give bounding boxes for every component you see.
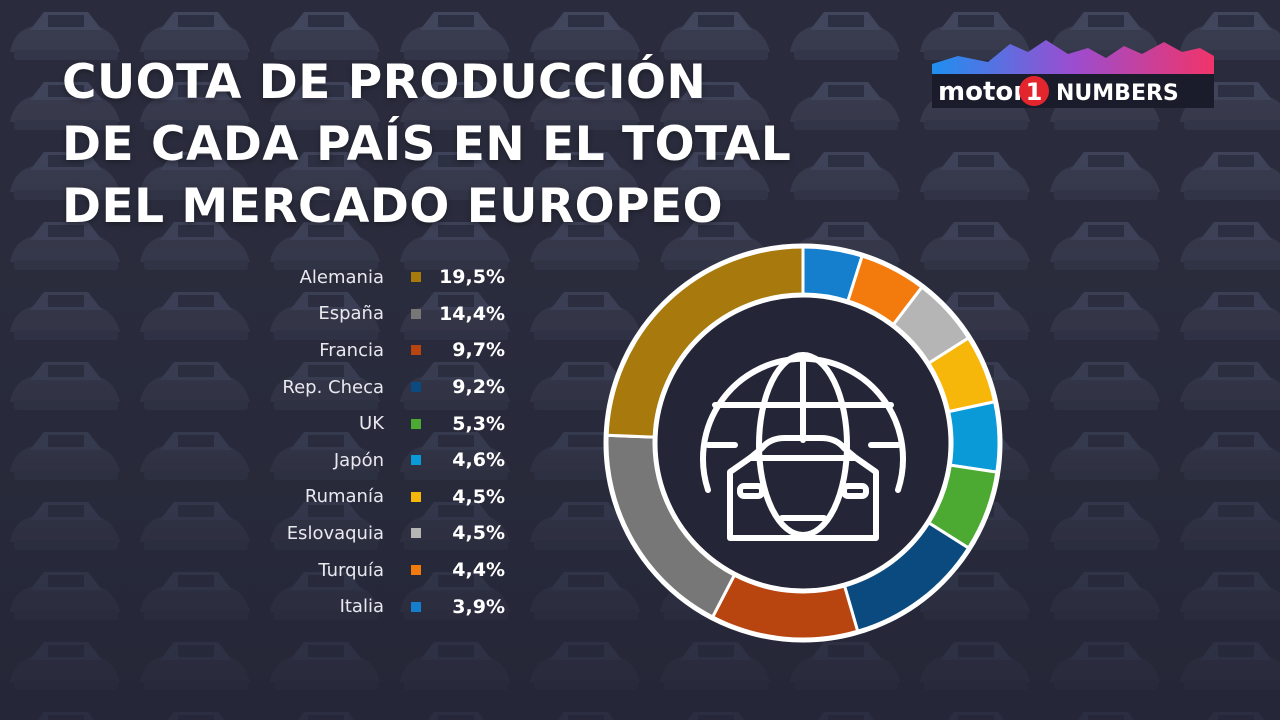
legend-value: 4,5% [452, 485, 505, 508]
donut-outer-ring [603, 243, 1003, 643]
legend-item: Rumanía 4,5% [250, 479, 530, 516]
legend-label: Turquía [318, 559, 384, 581]
legend-value: 14,4% [439, 302, 505, 325]
legend-swatch [411, 565, 421, 576]
legend-item: UK 5,3% [250, 405, 530, 442]
globe-car-icon [700, 352, 906, 541]
legend-value: 5,3% [452, 412, 505, 435]
title-line-2: DE CADA PAÍS EN EL TOTAL [62, 117, 792, 172]
legend-swatch [411, 382, 421, 393]
donut-slices [605, 245, 1001, 641]
logo-suffix: NUMBERS [1056, 81, 1179, 106]
legend-swatch [411, 601, 421, 612]
legend-label: España [318, 303, 384, 325]
page-title: CUOTA DE PRODUCCIÓN DE CADA PAÍS EN EL T… [62, 52, 822, 238]
legend-value: 19,5% [439, 266, 505, 289]
legend-item: Italia 3,9% [250, 588, 530, 625]
legend-label: Japón [333, 449, 384, 471]
legend-item: Japón 4,6% [250, 442, 530, 479]
donut-slice-alemania [605, 245, 805, 439]
legend-value: 4,4% [452, 559, 505, 582]
donut-chart [603, 243, 1003, 643]
legend-swatch [411, 308, 421, 319]
legend-swatch [411, 528, 421, 539]
legend-value: 4,6% [452, 449, 505, 472]
legend-item: España 14,4% [250, 296, 530, 333]
chart-legend: Alemania 19,5% España 14,4% Francia 9,7% Rep. … [250, 259, 530, 625]
legend-label: Alemania [299, 266, 384, 288]
legend-label: UK [359, 413, 384, 435]
legend-label: Francia [319, 339, 384, 361]
legend-value: 9,2% [452, 376, 505, 399]
donut-slice-jap-n [946, 399, 1001, 474]
legend-swatch [411, 418, 421, 429]
logo-brand: motor [938, 77, 1026, 107]
legend-value: 4,5% [452, 522, 505, 545]
logo-mountains-icon [932, 40, 1214, 78]
legend-item: Eslovaquia 4,5% [250, 515, 530, 552]
legend-item: Rep. Checa 9,2% [250, 369, 530, 406]
title-line-3: DEL MERCADO EUROPEO [62, 179, 724, 234]
legend-item: Alemania 19,5% [250, 259, 530, 296]
logo-number: 1 [1026, 78, 1043, 106]
legend-item: Francia 9,7% [250, 332, 530, 369]
legend-value: 9,7% [452, 339, 505, 362]
legend-label: Rumanía [304, 486, 384, 508]
legend-value: 3,9% [452, 595, 505, 618]
legend-swatch [411, 455, 421, 466]
legend-label: Rep. Checa [282, 376, 384, 398]
legend-swatch [411, 491, 421, 502]
legend-item: Turquía 4,4% [250, 552, 530, 589]
motor1-numbers-logo: motor 1 NUMBERS [932, 40, 1214, 108]
legend-label: Eslovaquia [286, 522, 384, 544]
legend-label: Italia [339, 596, 384, 618]
title-line-1: CUOTA DE PRODUCCIÓN [62, 55, 707, 110]
legend-swatch [411, 345, 421, 356]
legend-swatch [411, 272, 421, 283]
